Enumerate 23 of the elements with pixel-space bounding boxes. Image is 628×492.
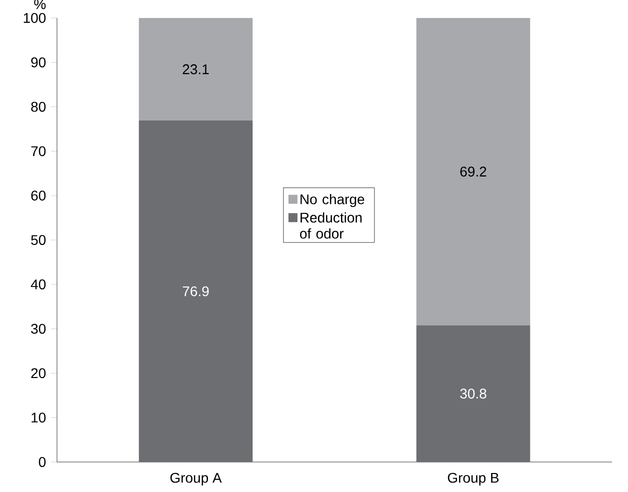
y-tick-label: 40	[30, 279, 46, 290]
bar	[138, 120, 253, 462]
bar	[138, 18, 253, 121]
legend-label: Reduction of odor	[300, 212, 362, 239]
y-tick-label: 100	[24, 13, 46, 23]
y-tick-label: 60	[31, 190, 46, 201]
y-tick-label: 20	[31, 368, 46, 378]
y-tick-label: 90	[31, 57, 46, 68]
y-tick-label: 80	[31, 102, 46, 112]
data-label: 76.9	[182, 286, 209, 296]
bar	[416, 325, 530, 462]
x-tick-label: Group B	[448, 472, 499, 486]
legend-label: No charge	[300, 194, 364, 208]
y-tick-label: 0	[38, 457, 46, 467]
y-tick-label: 50	[31, 235, 46, 245]
data-label: 30.8	[460, 388, 486, 399]
y-tick-label: 70	[31, 146, 46, 156]
x-tick-label: Group A	[170, 472, 222, 486]
data-label: 69.2	[460, 166, 486, 177]
y-tick-label: 30	[31, 324, 46, 334]
data-label: 23.1	[182, 64, 209, 74]
y-tick-label: 10	[32, 412, 46, 423]
bar	[416, 18, 530, 326]
